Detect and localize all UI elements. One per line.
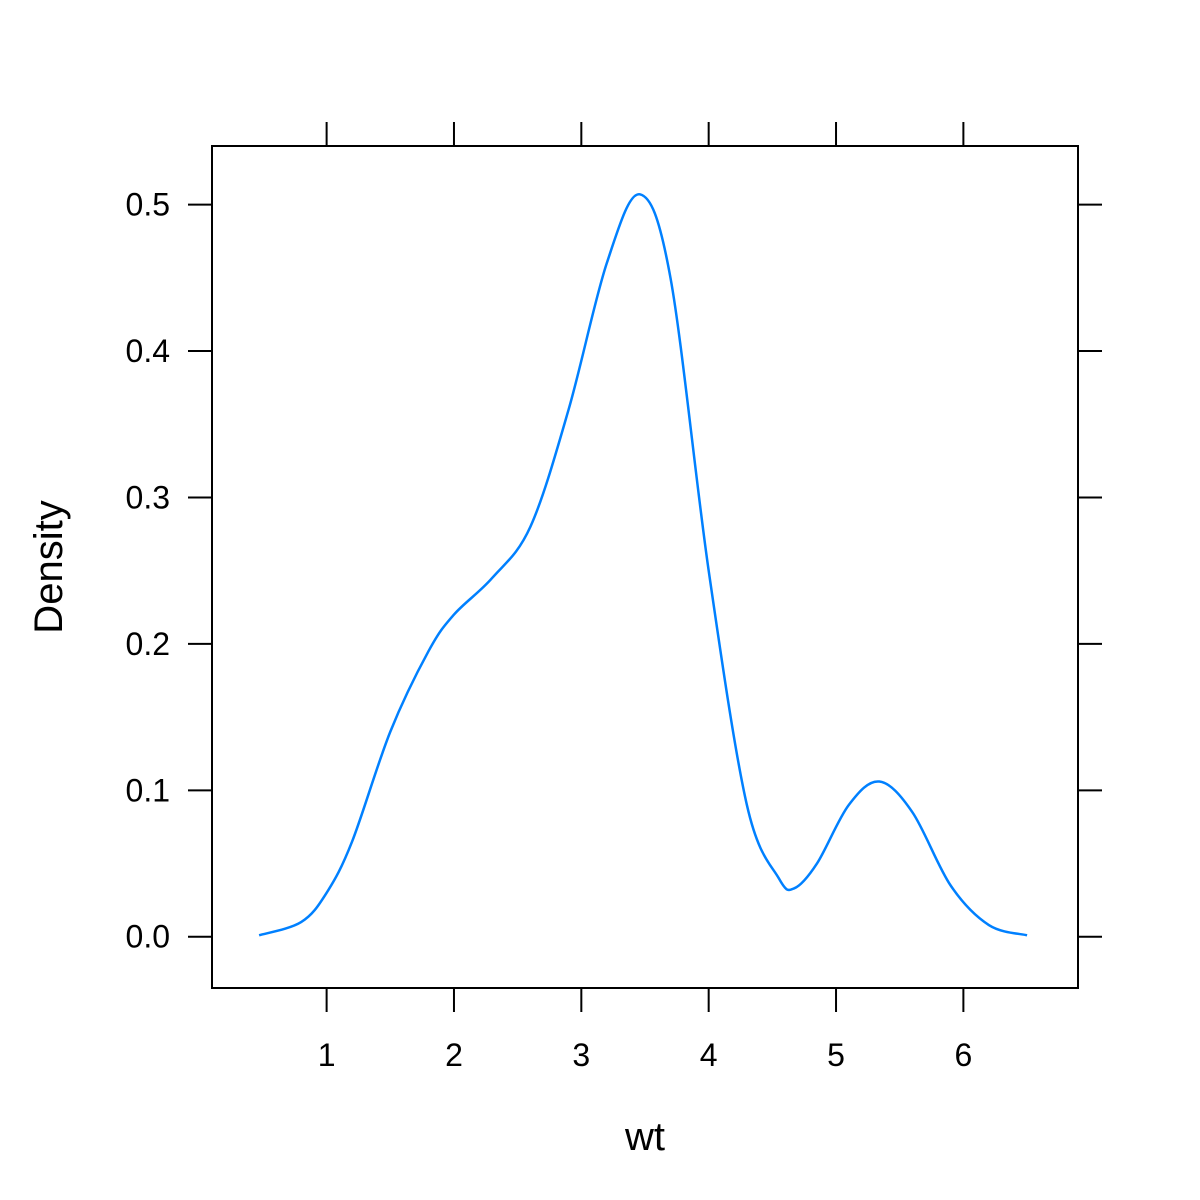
y-axis-tick-labels: 0.0 0.1 0.2 0.3 0.4 0.5	[126, 187, 170, 955]
y-tick-label: 0.2	[126, 626, 170, 662]
x-tick-label: 2	[445, 1037, 463, 1073]
y-tick-label: 0.1	[126, 772, 170, 808]
density-curve	[258, 193, 1028, 937]
x-axis-top-ticks	[325, 122, 965, 146]
x-tick-label: 1	[318, 1037, 336, 1073]
x-tick-label: 6	[954, 1037, 972, 1073]
x-tick-label: 3	[572, 1037, 590, 1073]
y-tick-label: 0.0	[126, 919, 170, 955]
x-axis-tick-labels: 1 2 3 4 5 6	[318, 1037, 973, 1073]
y-axis-title: Density	[27, 500, 71, 633]
x-axis-title: wt	[624, 1115, 665, 1159]
x-tick-label: 5	[827, 1037, 845, 1073]
y-tick-label: 0.3	[126, 479, 170, 515]
x-axis-bottom-ticks	[325, 988, 965, 1012]
y-tick-label: 0.5	[126, 187, 170, 223]
x-tick-label: 4	[700, 1037, 718, 1073]
plot-frame	[211, 145, 1079, 989]
y-axis-right-ticks	[1078, 203, 1102, 938]
y-axis-left-ticks	[188, 203, 212, 938]
y-tick-label: 0.4	[126, 333, 170, 369]
